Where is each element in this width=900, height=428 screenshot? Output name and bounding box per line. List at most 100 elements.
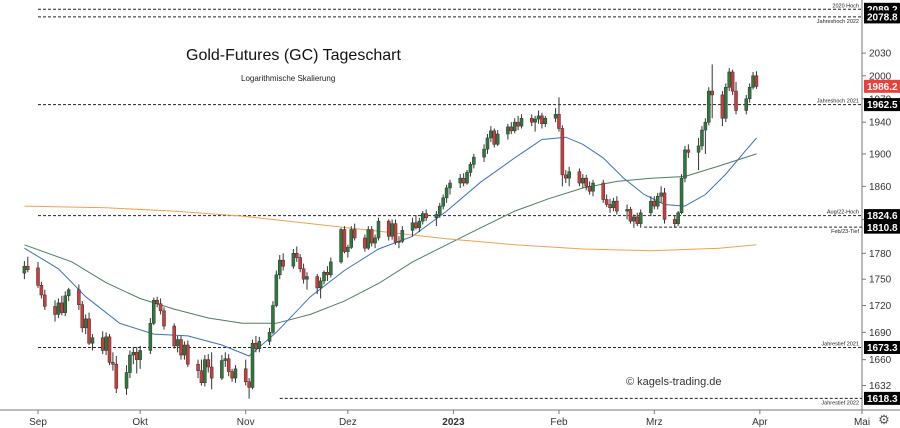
candle-down (107, 334, 112, 366)
candle-body (536, 115, 541, 120)
candle-body (543, 118, 548, 124)
candle-body (158, 303, 163, 312)
candle-down (342, 226, 347, 254)
last-price-label: 1986.2 (867, 82, 898, 93)
last-price-badge (864, 79, 900, 93)
candle-body (60, 302, 64, 313)
candle-up (322, 270, 326, 285)
gear-icon[interactable]: ⚙ (878, 412, 890, 427)
candle-up (182, 341, 187, 360)
candle-up (512, 118, 517, 134)
candle-down (720, 91, 725, 127)
candle-body (179, 339, 183, 356)
candle-up (410, 217, 415, 237)
candle-up (707, 87, 711, 126)
candle-down (529, 114, 534, 127)
candle-body (100, 337, 105, 351)
candle-down (604, 194, 609, 207)
candle-down (560, 125, 565, 187)
level-label: Aug/22-Hoch (827, 210, 859, 216)
level-label: Feb/23-Tief (831, 229, 859, 235)
candle-body (346, 247, 350, 252)
candle-body (448, 182, 452, 189)
candle-body (172, 325, 176, 347)
candle-body (461, 177, 466, 184)
level-label: Jahrestief 2022 (821, 400, 859, 406)
candle-body (662, 192, 667, 220)
candle-body (322, 271, 326, 282)
level-badge (864, 391, 900, 405)
candle-body (36, 267, 40, 286)
level-badge-label: 1673.3 (867, 343, 898, 354)
candle-body (39, 285, 44, 296)
candle-down (325, 266, 330, 281)
candle-body (342, 229, 347, 252)
y-tick-label: 1750 (869, 275, 892, 286)
candle-down (43, 289, 47, 310)
candle-body (519, 118, 524, 127)
candle-up (727, 68, 731, 92)
candle-down (386, 219, 391, 241)
candle-up (128, 350, 132, 379)
candle-body (465, 172, 469, 184)
candle-body (652, 200, 657, 207)
candle-down (584, 174, 588, 191)
candle-body (649, 200, 653, 214)
x-tick-label: Okt (132, 417, 148, 428)
candle-body (635, 216, 640, 224)
candle-body (485, 137, 490, 150)
candle-down (564, 170, 568, 184)
y-tick-label: 1660 (869, 355, 892, 366)
candle-down (77, 284, 81, 310)
candle-up (536, 110, 541, 124)
candle-up (703, 118, 708, 154)
candle-body (604, 199, 609, 205)
candle-up (444, 184, 449, 203)
candle-body (128, 354, 132, 373)
candle-down (628, 206, 633, 224)
y-tick-label: 1900 (869, 149, 892, 160)
candle-down (315, 273, 319, 295)
candle-up (90, 334, 95, 351)
candle-up (468, 161, 473, 177)
candle-body (458, 177, 462, 184)
candle-up (632, 214, 636, 228)
candle-body (410, 222, 415, 231)
candle-body (700, 129, 704, 147)
candle-body (271, 305, 275, 333)
candle-body (373, 237, 377, 244)
candle-body (199, 370, 204, 383)
candle-up (250, 339, 255, 390)
y-tick-label: 1860 (869, 182, 892, 193)
candle-body (366, 229, 371, 249)
candle-down (295, 246, 299, 262)
candle-down (230, 368, 234, 382)
level-badge (864, 340, 900, 354)
candle-down (39, 281, 44, 299)
candles (22, 64, 759, 399)
candle-up (700, 126, 704, 150)
candle-body (506, 126, 510, 135)
candle-body (400, 230, 405, 242)
candle-up (366, 226, 371, 250)
candle-body (584, 177, 588, 187)
candle-up (56, 298, 61, 318)
candle-down (509, 122, 514, 134)
candle-body (162, 310, 166, 327)
candle-down (80, 301, 85, 333)
candle-up (506, 123, 510, 140)
level-label: Jahreshoch 2022 (817, 19, 859, 25)
candle-up (485, 133, 490, 154)
level-badge-label: 1618.3 (867, 394, 898, 405)
candle-up (318, 277, 323, 299)
y-tick-label: 1632 (869, 381, 892, 392)
level-badge-label: 1962.5 (867, 100, 898, 111)
candle-body (107, 336, 112, 363)
candle-body (281, 259, 285, 267)
candle-down (492, 128, 497, 148)
moving-average-short (24, 136, 757, 357)
candle-up (376, 217, 381, 241)
candle-up (519, 114, 524, 129)
candle-up (724, 83, 728, 123)
x-tick-label: 2023 (442, 417, 465, 428)
